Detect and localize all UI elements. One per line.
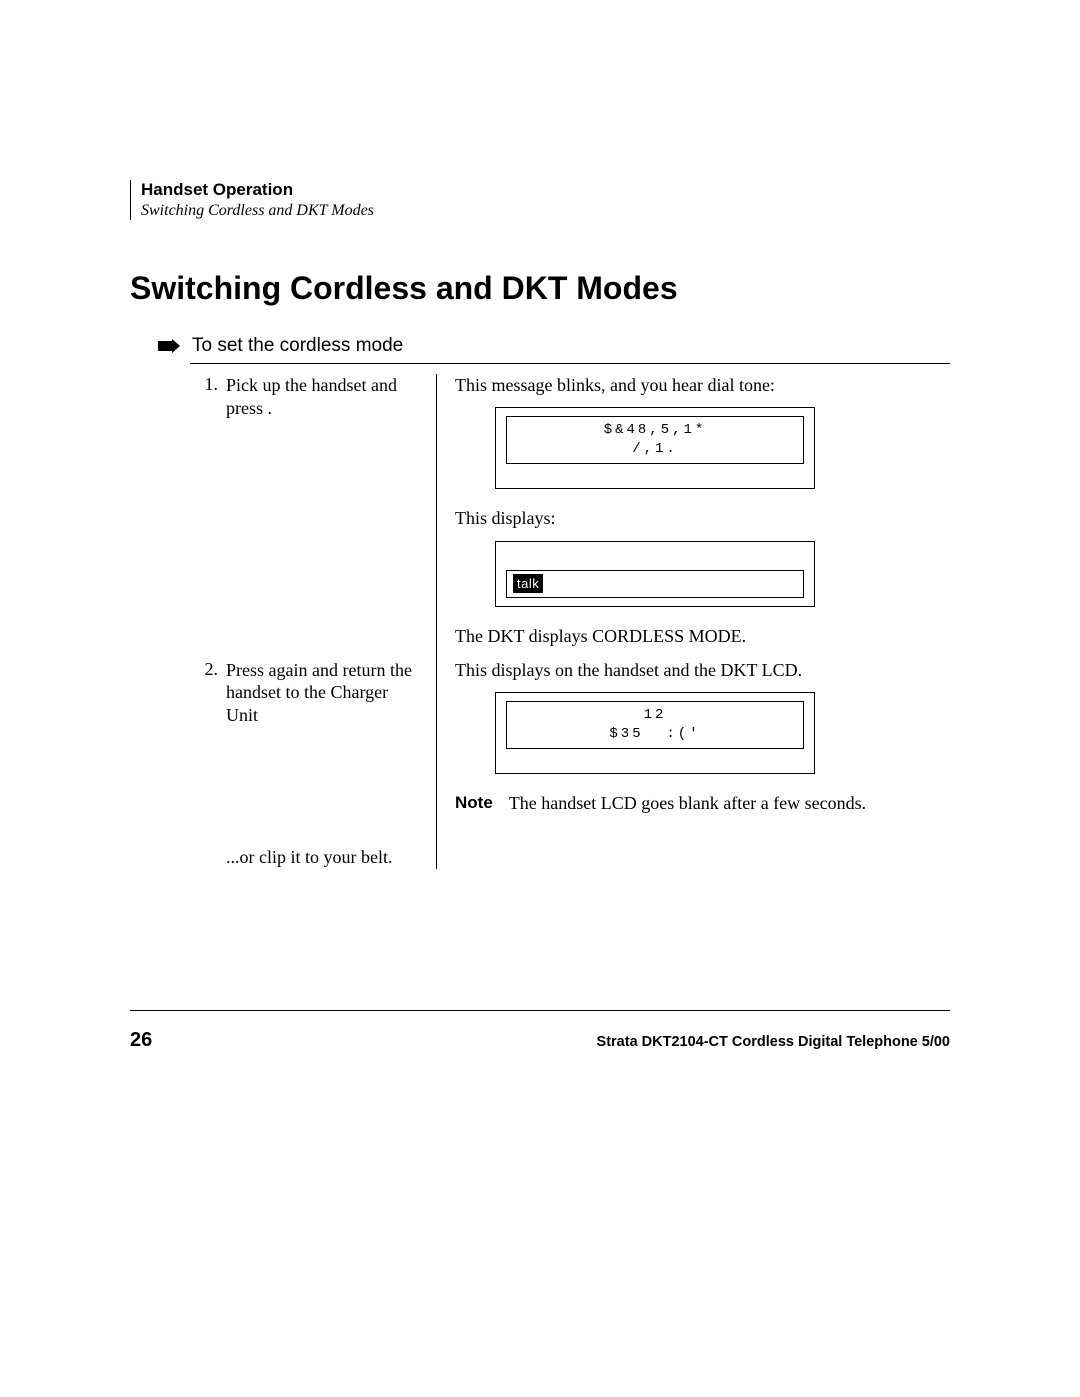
step-action: Pick up the handset and press . (226, 374, 436, 659)
step-action-text: Press again and return the handset to th… (226, 659, 422, 727)
talk-indicator: talk (513, 574, 543, 594)
lcd-screen: talk (506, 570, 804, 599)
steps-table: 1. Pick up the handset and press . This … (190, 374, 950, 869)
procedure-lead: To set the cordless mode (130, 335, 950, 357)
note: Note The handset LCD goes blank after a … (455, 792, 950, 815)
step-result: This message blinks, and you hear dial t… (437, 374, 950, 659)
chapter-label: Handset Operation (141, 180, 950, 200)
footer-row: 26 Strata DKT2104-CT Cordless Digital Te… (130, 1029, 950, 1052)
footer-title: Strata DKT2104-CT Cordless Digital Telep… (597, 1034, 950, 1050)
step-action-extra: ...or clip it to your belt. (226, 846, 422, 869)
lcd-display: 12 $35 :(' (495, 692, 815, 774)
step-result: This displays on the handset and the DKT… (437, 659, 950, 869)
result-text: The DKT displays CORDLESS MODE. (455, 625, 950, 648)
page-number: 26 (130, 1029, 152, 1052)
page-content: Handset Operation Switching Cordless and… (130, 180, 950, 869)
running-head: Handset Operation Switching Cordless and… (130, 180, 950, 220)
note-text: The handset LCD goes blank after a few s… (509, 792, 866, 815)
result-text: This message blinks, and you hear dial t… (455, 374, 950, 397)
horizontal-rule (190, 363, 950, 364)
lcd-line: 12 (644, 707, 667, 723)
note-label: Note (455, 792, 493, 815)
lcd-line: $35 :(' (609, 726, 700, 742)
arrow-right-icon (158, 339, 180, 353)
step-action: Press again and return the handset to th… (226, 659, 436, 869)
step-number: 1. (190, 374, 226, 659)
result-text: This displays: (455, 507, 950, 530)
page-footer: 26 Strata DKT2104-CT Cordless Digital Te… (130, 1010, 950, 1052)
lcd-line: $&48,5,1* (604, 422, 707, 438)
footer-rule (130, 1010, 950, 1011)
result-text: This displays on the handset and the DKT… (455, 659, 950, 682)
lead-text: To set the cordless mode (192, 335, 403, 357)
lcd-display: talk (495, 541, 815, 608)
lcd-line: /,1. (632, 441, 678, 457)
step-number: 2. (190, 659, 226, 869)
step-row: 2. Press again and return the handset to… (190, 659, 950, 869)
lcd-display: $&48,5,1* /,1. (495, 407, 815, 489)
lcd-screen: $&48,5,1* /,1. (506, 416, 804, 464)
lcd-screen: 12 $35 :(' (506, 701, 804, 749)
page-title: Switching Cordless and DKT Modes (130, 270, 950, 307)
step-row: 1. Pick up the handset and press . This … (190, 374, 950, 659)
section-label: Switching Cordless and DKT Modes (141, 202, 950, 220)
